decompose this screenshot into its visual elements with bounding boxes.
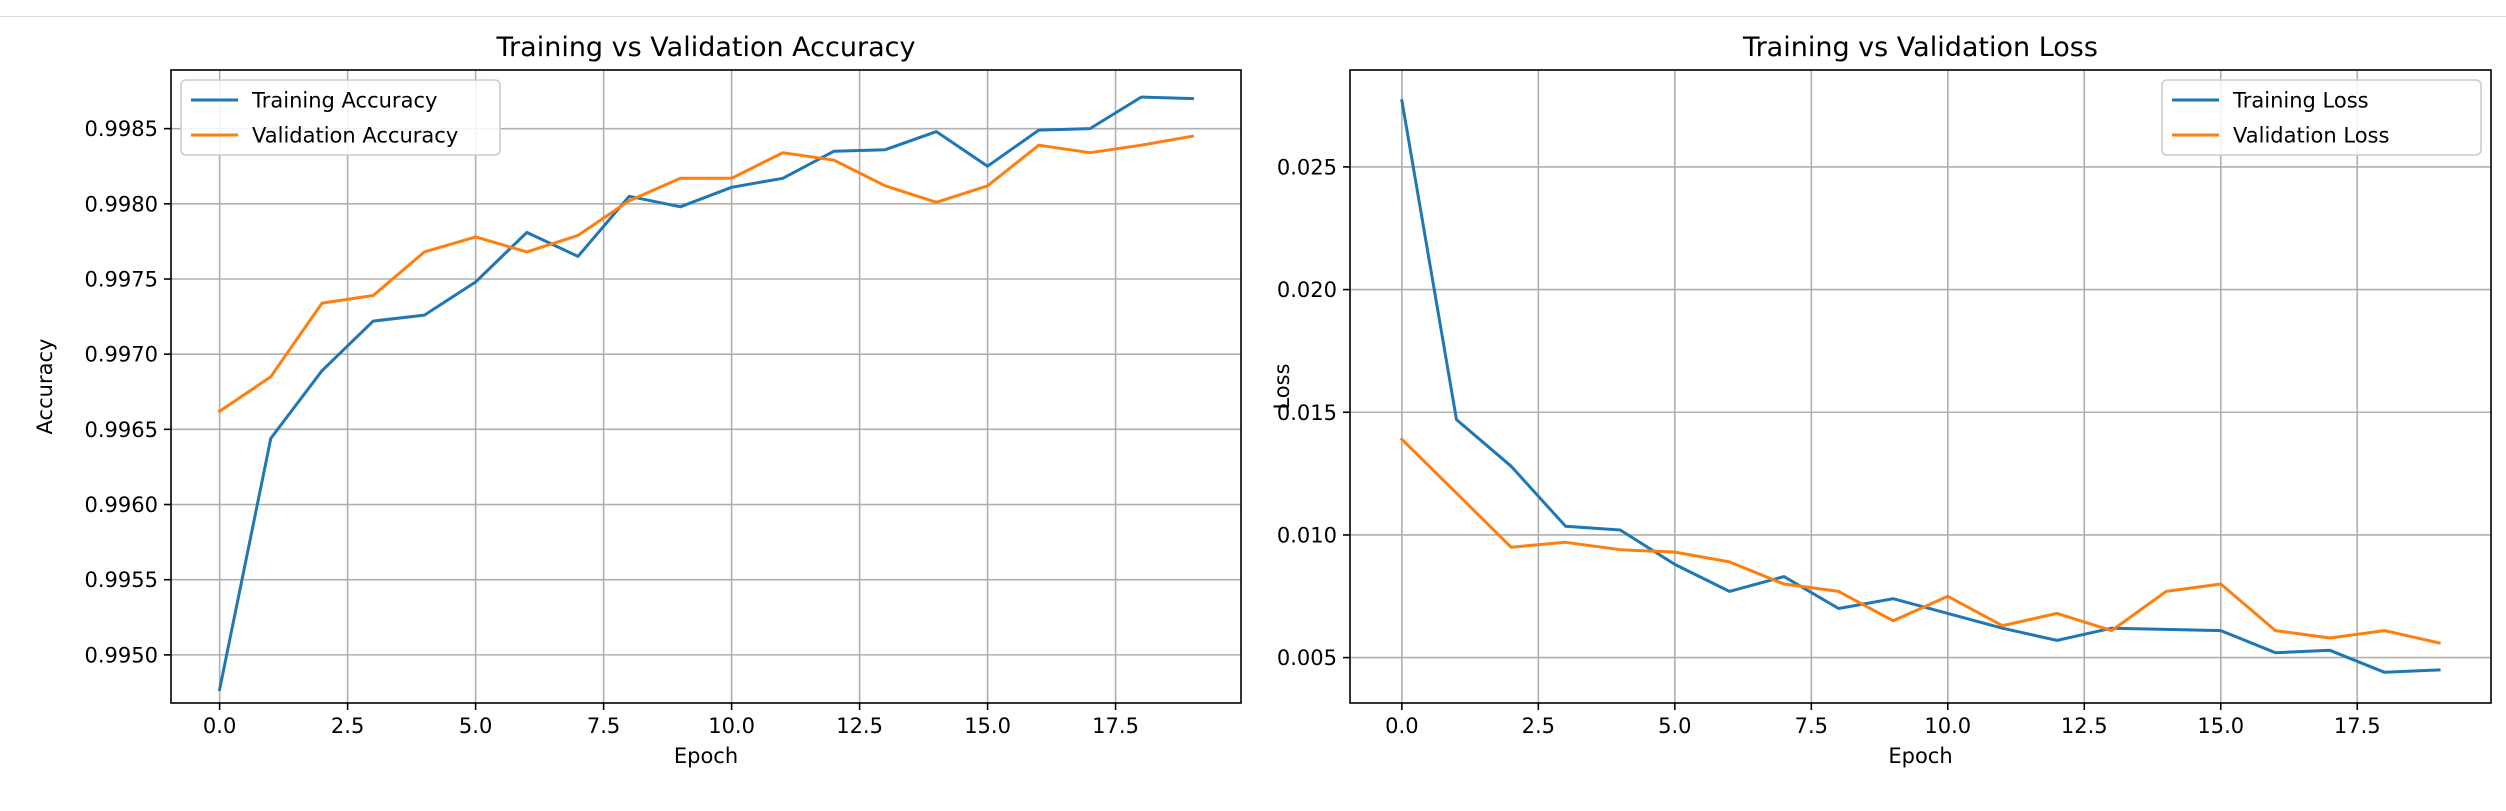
loss-chart-title: Training vs Validation Loss [1742,32,2098,63]
x-tick-label: 17.5 [1092,714,1139,738]
x-tick-label: 0.0 [1385,714,1418,738]
y-axis-label: Loss [1270,363,1294,409]
y-axis-label: Accuracy [33,339,57,435]
x-axis-label: Epoch [674,744,738,768]
x-tick-label: 2.5 [1522,714,1555,738]
series-line-training-accuracy [217,95,1194,692]
loss-axes-frame [1349,69,2492,704]
x-tick-label: 2.5 [331,714,364,738]
legend-box [2161,79,2482,156]
legend-label-training-accuracy: Training Accuracy [251,89,437,113]
x-tick-label: 7.5 [1795,714,1828,738]
x-tick-label: 12.5 [2061,714,2108,738]
y-tick-label: 0.010 [1277,523,1337,547]
y-tick-label: 0.9950 [85,643,158,667]
y-tick-label: 0.9970 [85,343,158,367]
accuracy-legend: Training Accuracy Validation Accuracy [180,79,501,156]
legend-label-validation-accuracy: Validation Accuracy [252,124,458,148]
legend-label-training-loss: Training Loss [2232,89,2369,113]
y-tick-label: 0.9955 [85,568,158,592]
accuracy-chart-title: Training vs Validation Accuracy [496,32,916,63]
x-tick-label: 0.0 [203,714,236,738]
x-axis-label: Epoch [1888,744,1952,768]
y-tick-label: 0.020 [1277,278,1337,302]
y-tick-label: 0.005 [1277,646,1337,670]
legend-box [180,79,501,156]
legend-label-validation-loss: Validation Loss [2233,124,2389,148]
y-tick-label: 0.9975 [85,267,158,291]
x-tick-label: 17.5 [2334,714,2381,738]
x-tick-label: 10.0 [708,714,755,738]
y-tick-label: 0.9980 [85,192,158,216]
loss-chart: 0.0 2.5 5.0 7.5 10.0 12.5 15.0 17.5 0.005 0.010 0.… [1270,32,2492,768]
x-tick-label: 12.5 [836,714,883,738]
x-tick-label: 15.0 [2197,714,2244,738]
series-line-training-loss [1400,98,2441,674]
loss-legend: Training Loss Validation Loss [2161,79,2482,156]
y-tick-label: 0.015 [1277,401,1337,425]
x-tick-label: 15.0 [964,714,1011,738]
x-tick-label: 5.0 [459,714,492,738]
series-line-validation-loss [1399,437,2441,645]
accuracy-axes-frame [170,69,1242,704]
series-line-validation-accuracy [217,134,1195,414]
y-tick-label: 0.9965 [85,418,158,442]
y-tick-label: 0.9960 [85,493,158,517]
x-tick-label: 7.5 [587,714,620,738]
x-tick-label: 10.0 [1924,714,1971,738]
top-divider [0,16,2506,17]
y-tick-label: 0.9985 [85,117,158,141]
y-tick-label: 0.025 [1277,155,1337,179]
accuracy-chart: 0.0 2.5 5.0 7.5 10.0 12.5 15.0 17.5 0.9950 0.9955… [33,32,1242,768]
x-tick-label: 5.0 [1658,714,1691,738]
